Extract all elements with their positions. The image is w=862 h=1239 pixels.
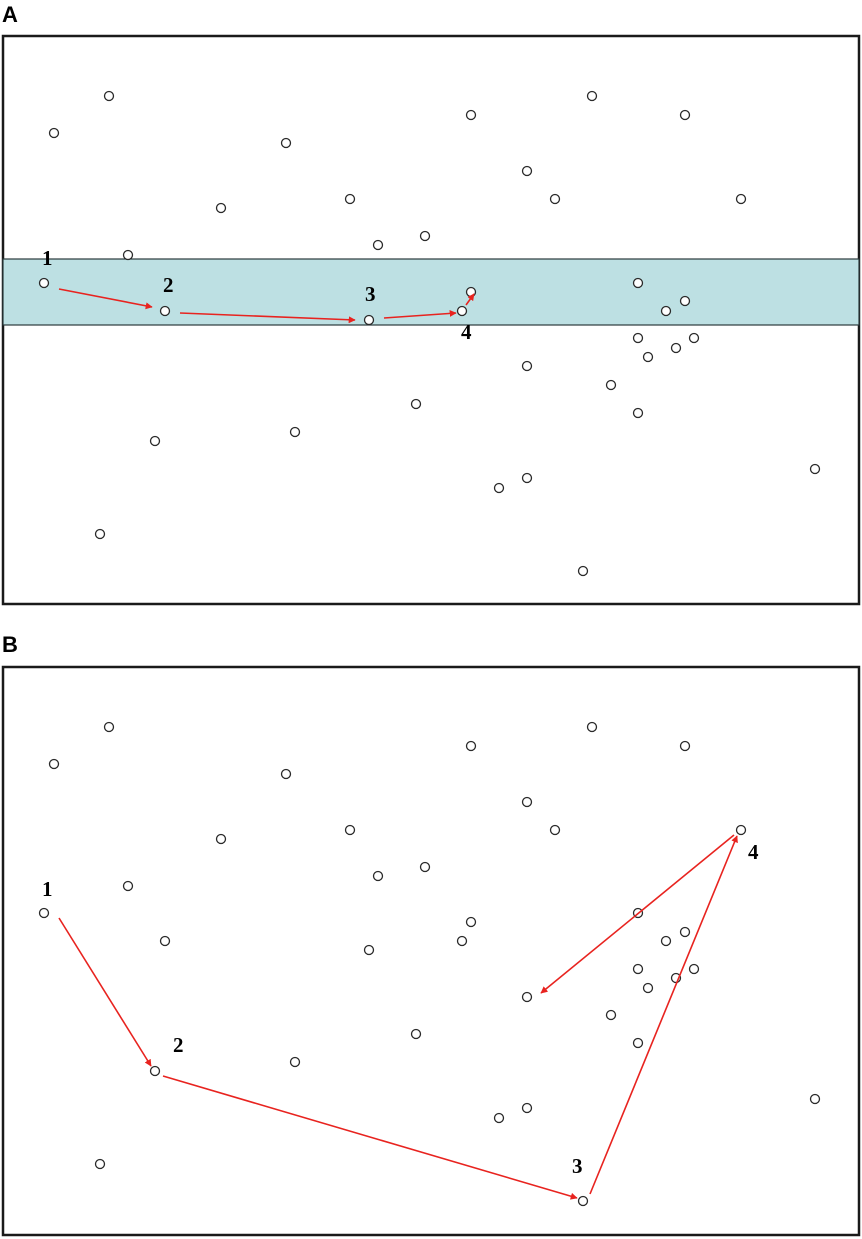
panel-a-point — [605, 379, 617, 391]
panel-a-point — [94, 528, 106, 540]
panel-b-point — [215, 833, 227, 845]
panel-b-frame — [1, 665, 861, 1237]
panel-b: 1 2 3 4 — [1, 665, 861, 1237]
panel-b-point — [344, 824, 356, 836]
panel-b-point — [679, 740, 691, 752]
panel-a-point — [521, 360, 533, 372]
panel-b-point — [280, 768, 292, 780]
panel-b-point — [586, 721, 598, 733]
panel-a-arrow-2 — [179, 312, 356, 324]
panel-b-point — [735, 824, 747, 836]
panel-b-point — [642, 982, 654, 994]
panel-a-points — [38, 90, 821, 577]
panel-a-point — [577, 565, 589, 577]
panel-b-point — [94, 1158, 106, 1170]
panel-b-point — [289, 1056, 301, 1068]
panel-b-point — [493, 1112, 505, 1124]
panel-b-arrow-4 — [540, 834, 735, 994]
panel-b-point — [48, 758, 60, 770]
panel-a-point — [632, 332, 644, 344]
panel-b-point — [419, 861, 431, 873]
panel-b-point — [521, 796, 533, 808]
panel-b-number-1: 1 — [42, 877, 53, 901]
panel-a-point — [48, 127, 60, 139]
panel-b-point — [456, 935, 468, 947]
panel-a-point — [38, 277, 50, 289]
panel-a-point — [632, 277, 644, 289]
panel-a-point — [632, 407, 644, 419]
panel-b-point — [809, 1093, 821, 1105]
panel-b-number-2: 2 — [173, 1033, 184, 1057]
panel-a-point — [679, 295, 691, 307]
panel-a-point — [493, 482, 505, 494]
panel-a-point — [670, 342, 682, 354]
panel-a-point — [549, 193, 561, 205]
panel-b-point — [38, 907, 50, 919]
panel-a-point — [363, 314, 375, 326]
panel-b-arrow-2 — [162, 1075, 578, 1200]
panel-a-point — [215, 202, 227, 214]
panel-b-point — [410, 1028, 422, 1040]
panel-a-point — [679, 109, 691, 121]
panel-b-point — [122, 880, 134, 892]
panel-a-point — [688, 332, 700, 344]
panel-b-point — [159, 935, 171, 947]
panel-a-path — [58, 288, 475, 324]
panel-a-point — [122, 249, 134, 261]
panel-b-numbers: 1 2 3 4 — [42, 840, 759, 1178]
panel-b-point — [605, 1009, 617, 1021]
panel-a-point — [159, 305, 171, 317]
panel-b-point — [679, 926, 691, 938]
panel-b-point — [688, 963, 700, 975]
panel-a-point — [735, 193, 747, 205]
panel-b-point — [372, 870, 384, 882]
panel-b-point — [577, 1195, 589, 1207]
panel-a-point — [809, 463, 821, 475]
panel-a-point — [410, 398, 422, 410]
panel-b-label: B — [2, 632, 18, 657]
panel-b-point — [363, 944, 375, 956]
panel-a-point — [586, 90, 598, 102]
panel-a-numbers: 1 2 3 4 — [42, 246, 472, 344]
panel-a-point — [465, 109, 477, 121]
panel-a-point — [642, 351, 654, 363]
panel-a-point — [372, 239, 384, 251]
panel-a-point — [521, 165, 533, 177]
panel-a-point — [419, 230, 431, 242]
panel-a-label: A — [2, 2, 18, 27]
panel-a-point — [521, 472, 533, 484]
panel-b-path — [58, 834, 738, 1200]
panel-a-number-4: 4 — [461, 320, 472, 344]
panel-b-number-3: 3 — [572, 1154, 583, 1178]
panel-a-point — [456, 305, 468, 317]
panel-a-point — [289, 426, 301, 438]
panel-a-arrow-4 — [465, 293, 475, 306]
panel-a-point — [280, 137, 292, 149]
panel-a-point — [149, 435, 161, 447]
panel-b-number-4: 4 — [748, 840, 759, 864]
panel-a: 1 2 3 4 — [1, 34, 861, 606]
panel-b-point — [521, 991, 533, 1003]
panel-a-point — [103, 90, 115, 102]
panel-b-point — [465, 740, 477, 752]
panel-a-arrow-1 — [58, 288, 153, 310]
panel-b-point — [149, 1065, 161, 1077]
panel-b-point — [660, 935, 672, 947]
panel-b-points — [38, 721, 821, 1207]
panel-a-arrow-3 — [383, 309, 457, 319]
panel-a-number-1: 1 — [42, 246, 53, 270]
panel-a-point — [660, 305, 672, 317]
panel-b-point — [521, 1102, 533, 1114]
panel-b-arrow-3 — [589, 835, 738, 1195]
panel-b-point — [103, 721, 115, 733]
panel-b-point — [632, 1037, 644, 1049]
panel-b-point — [465, 916, 477, 928]
panel-a-number-2: 2 — [163, 273, 174, 297]
panel-a-point — [344, 193, 356, 205]
panel-b-point — [632, 963, 644, 975]
panel-b-point — [549, 824, 561, 836]
panel-a-number-3: 3 — [365, 282, 376, 306]
panel-b-arrow-1 — [58, 917, 152, 1067]
